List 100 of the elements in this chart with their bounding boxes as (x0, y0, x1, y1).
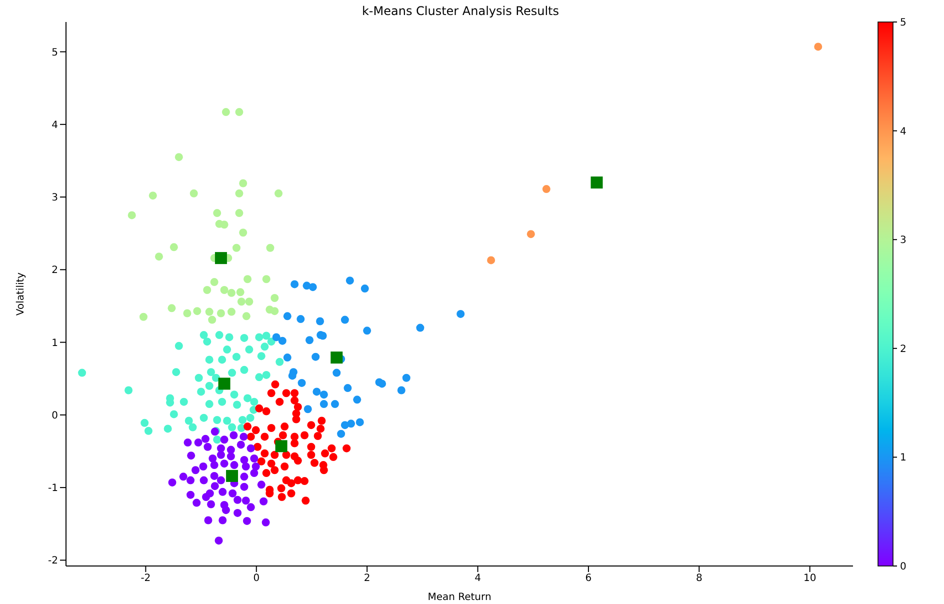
y-tick-label: 5 (52, 47, 58, 58)
point (179, 472, 188, 481)
point (242, 516, 251, 525)
point (204, 442, 212, 451)
y-axis-title: Volatility (16, 272, 27, 316)
point (298, 378, 306, 387)
point (230, 461, 238, 470)
point (270, 466, 279, 474)
point (199, 462, 208, 470)
point (213, 416, 222, 424)
point (218, 516, 227, 524)
point (314, 432, 322, 440)
point (236, 440, 245, 449)
point (216, 476, 225, 484)
x-tick-label: -2 (140, 573, 151, 584)
point (312, 388, 321, 396)
point (148, 192, 157, 200)
point (328, 444, 336, 452)
point (242, 462, 250, 470)
point (210, 482, 219, 490)
point (262, 275, 270, 284)
point (332, 368, 341, 377)
y-tick-label: 2 (52, 265, 58, 276)
point (242, 496, 250, 505)
point (363, 326, 372, 335)
point (174, 342, 183, 350)
color-bar-label: 3 (900, 235, 906, 246)
point (230, 431, 238, 440)
point (307, 421, 316, 430)
point (239, 228, 248, 237)
point (302, 496, 310, 505)
y-tick-label: 1 (52, 338, 58, 349)
point (272, 333, 280, 342)
point (257, 480, 266, 489)
point (397, 386, 406, 394)
point (227, 308, 236, 316)
point (294, 456, 302, 465)
point (276, 358, 284, 366)
point (206, 489, 214, 498)
point (164, 424, 172, 433)
point (456, 310, 465, 318)
point (245, 298, 254, 306)
point (220, 436, 228, 444)
point (320, 466, 328, 474)
point (296, 315, 305, 324)
point (192, 466, 200, 474)
point (240, 432, 248, 441)
point (223, 346, 232, 354)
point (246, 503, 255, 512)
point (193, 307, 202, 316)
y-tick-label: 0 (52, 410, 58, 422)
point (226, 452, 235, 460)
point (814, 42, 822, 51)
point (283, 354, 292, 362)
point (238, 416, 247, 424)
point (321, 449, 330, 458)
point (201, 434, 210, 443)
point (346, 276, 354, 285)
point (308, 283, 317, 292)
point (288, 372, 296, 380)
point (234, 508, 242, 517)
point (197, 388, 206, 396)
point (342, 444, 351, 452)
point (208, 454, 217, 463)
point (275, 440, 288, 452)
point (235, 189, 244, 198)
point (290, 439, 299, 448)
x-tick-label: 4 (474, 573, 481, 584)
point (194, 374, 203, 382)
color-bar-label: 1 (900, 452, 906, 464)
point (360, 284, 369, 293)
point (210, 461, 218, 470)
x-tick-label: 0 (253, 573, 260, 584)
point (330, 352, 343, 364)
point (246, 414, 254, 422)
point (344, 384, 352, 392)
point (184, 438, 192, 447)
point (337, 430, 346, 438)
point (216, 450, 225, 459)
point (280, 462, 289, 470)
point (222, 506, 230, 514)
point (216, 444, 225, 452)
point (290, 280, 299, 288)
point (180, 398, 188, 406)
color-bar-label: 0 (900, 562, 906, 572)
point (235, 108, 244, 116)
point (236, 288, 244, 296)
point (233, 400, 242, 409)
point (227, 288, 236, 297)
point (347, 420, 356, 428)
point (230, 390, 238, 399)
point (526, 230, 535, 238)
point (262, 332, 270, 340)
point (204, 516, 212, 524)
point (240, 482, 248, 491)
point (316, 317, 324, 326)
y-tick-label: -2 (48, 556, 58, 567)
point (205, 356, 214, 364)
point (310, 458, 318, 467)
point (154, 252, 163, 261)
